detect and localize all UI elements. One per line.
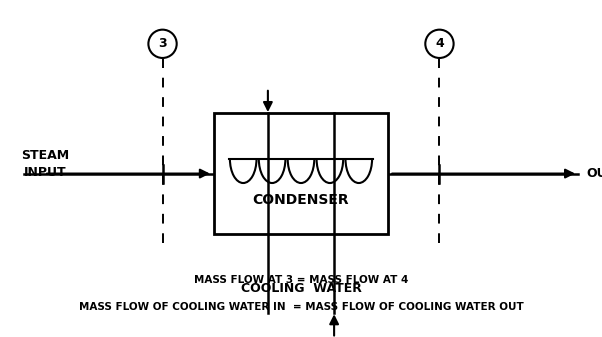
Text: COOLING  WATER: COOLING WATER <box>241 282 361 296</box>
Text: 3: 3 <box>158 37 167 50</box>
Bar <box>214 113 388 234</box>
Text: MASS FLOW AT 3 = MASS FLOW AT 4: MASS FLOW AT 3 = MASS FLOW AT 4 <box>194 275 408 285</box>
Text: CONDENSER: CONDENSER <box>253 193 349 207</box>
Text: MASS FLOW OF COOLING WATER IN  = MASS FLOW OF COOLING WATER OUT: MASS FLOW OF COOLING WATER IN = MASS FLO… <box>79 302 523 312</box>
Text: 4: 4 <box>435 37 444 50</box>
Text: OUTPUT: OUTPUT <box>586 167 602 180</box>
Text: STEAM
INPUT: STEAM INPUT <box>21 149 69 179</box>
